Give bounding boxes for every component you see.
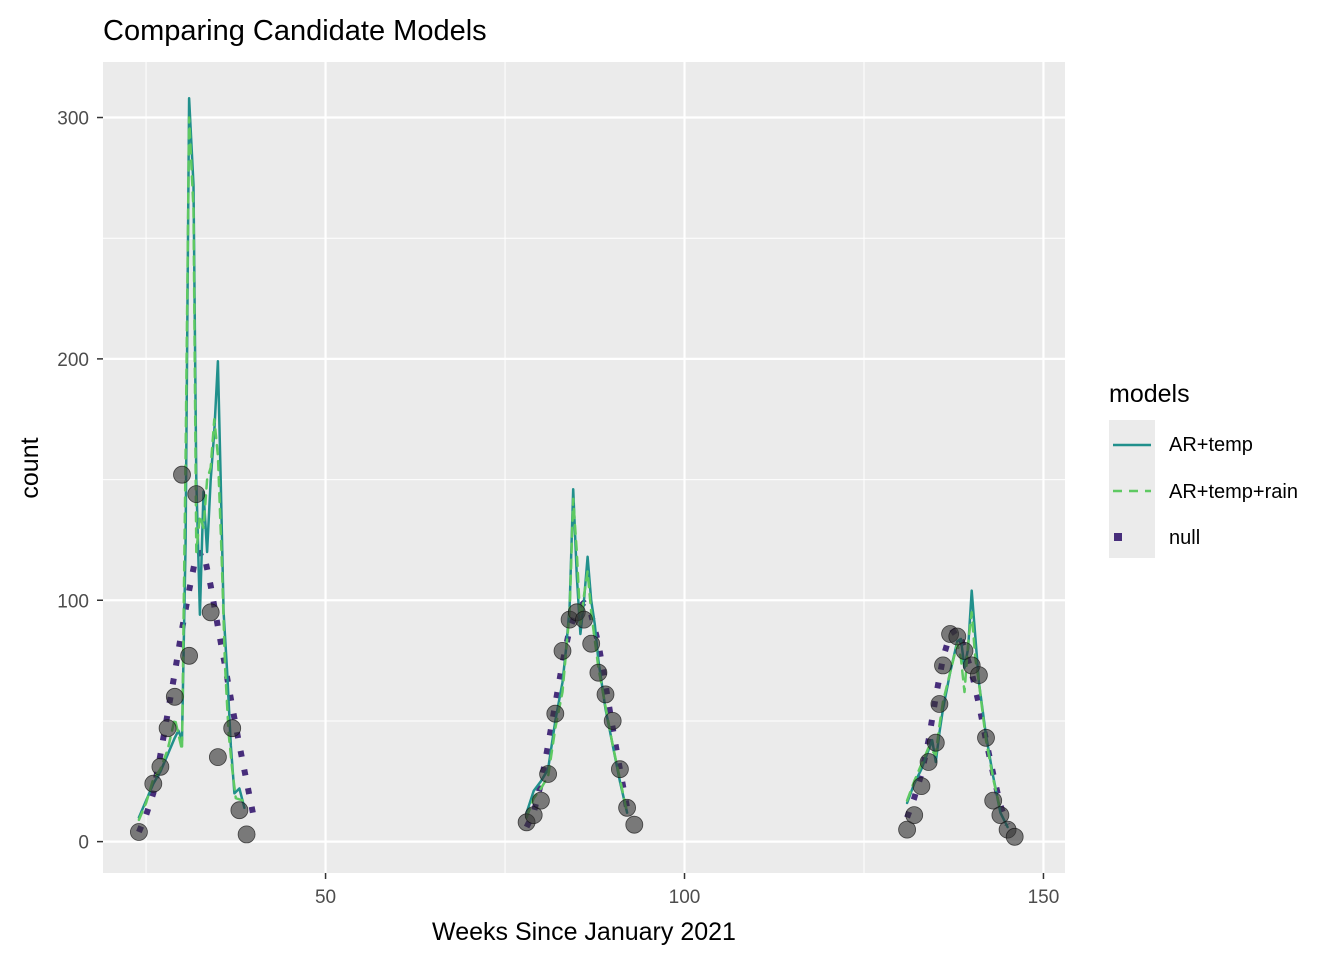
x-axis-title: Weeks Since January 2021: [432, 918, 736, 946]
observed-point: [223, 719, 242, 738]
legend-key-null: [1114, 533, 1122, 541]
observed-point: [930, 695, 949, 713]
y-tick-label: 200: [57, 350, 89, 371]
observed-points: [129, 465, 1024, 846]
x-tick-label: 150: [1028, 887, 1060, 908]
observed-point: [582, 634, 601, 653]
observed-point: [208, 748, 227, 766]
observed-point: [144, 774, 163, 793]
y-tick-label: 100: [57, 591, 89, 612]
observed-point: [618, 798, 636, 817]
legend-title: models: [1109, 380, 1190, 408]
x-tick-labels: 50 100 150: [315, 887, 1059, 908]
observed-point: [553, 642, 572, 660]
observed-point: [948, 627, 967, 646]
axis-ticks: [97, 116, 1045, 879]
series-line-ar-temp-rain-1: [137, 116, 245, 822]
x-tick-label: 50: [315, 887, 336, 908]
observed-point: [546, 704, 565, 723]
observed-point: [237, 825, 256, 844]
x-tick-label: 100: [669, 887, 701, 908]
observed-point: [898, 820, 916, 839]
legend-label-ar-temp: AR+temp: [1169, 434, 1253, 456]
observed-point: [151, 757, 170, 776]
observed-point: [919, 753, 938, 771]
observed-point: [201, 603, 220, 622]
minor-gridlines: [103, 62, 1065, 873]
y-tick-labels: 0 100 200 300: [57, 109, 89, 854]
observed-point: [984, 791, 1003, 810]
series-line-null-1: [136, 549, 257, 834]
legend: models AR+temp AR+temp+rain null: [1109, 380, 1298, 558]
legend-keys: [1113, 443, 1151, 541]
observed-point: [187, 485, 206, 504]
observed-point: [926, 733, 945, 752]
observed-point: [230, 801, 249, 820]
observed-point: [539, 765, 557, 783]
observed-point: [589, 663, 608, 682]
observed-point: [575, 610, 593, 629]
observed-point: [129, 823, 148, 841]
series-line-ar-temp-rain-2: [525, 497, 629, 819]
observed-point: [173, 465, 191, 484]
chart-title: Comparing Candidate Models: [103, 15, 487, 47]
series-line-ar-temp-1: [137, 96, 246, 819]
observed-point: [165, 687, 184, 706]
y-axis-title: count: [16, 437, 44, 498]
plot-panel: [103, 62, 1065, 873]
y-tick-label: 0: [78, 833, 89, 854]
observed-point: [524, 806, 543, 824]
major-gridlines: [103, 62, 1065, 873]
observed-point: [180, 646, 199, 665]
observed-point: [158, 719, 177, 738]
observed-point: [912, 777, 931, 795]
y-tick-label: 300: [57, 109, 89, 130]
observed-point: [905, 806, 924, 824]
observed-point: [970, 666, 988, 684]
series-line-ar-temp-rain-3: [905, 611, 1002, 812]
legend-label-ar-temp-rain: AR+temp+rain: [1169, 481, 1298, 503]
observed-point: [977, 728, 995, 747]
observed-point: [532, 791, 550, 810]
observed-point: [625, 815, 644, 834]
observed-point: [603, 712, 622, 730]
observed-point: [611, 760, 629, 779]
observed-point: [1005, 827, 1024, 846]
observed-point: [955, 642, 974, 660]
observed-point: [934, 656, 952, 675]
observed-point: [991, 806, 1010, 824]
observed-point: [596, 685, 615, 704]
legend-label-null: null: [1169, 527, 1200, 549]
